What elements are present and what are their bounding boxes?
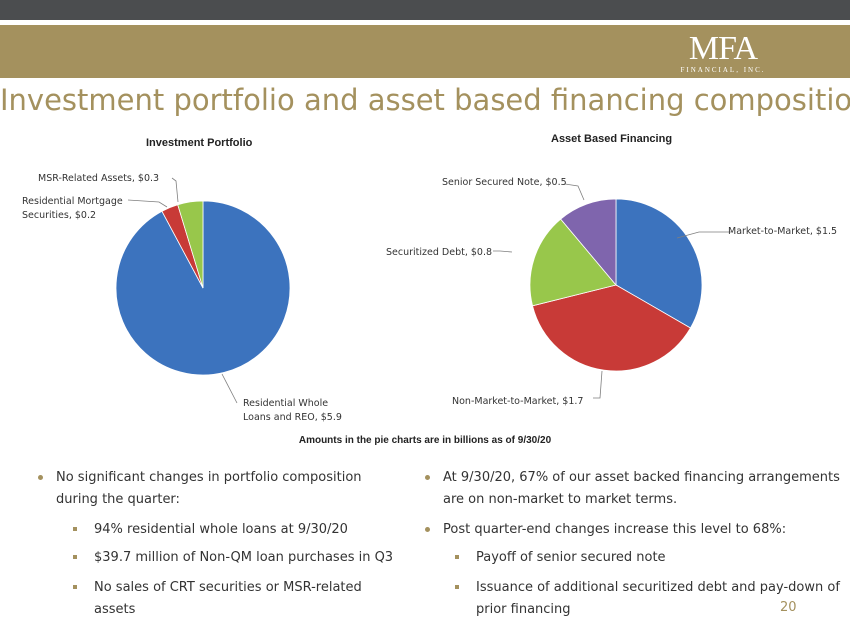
asset-based-financing-slice-3 <box>560 198 617 287</box>
page-number: 20 <box>780 600 797 615</box>
asset-based-financing-slice-1 <box>532 284 692 372</box>
label-market-to-market: Market-to-Market, $1.5 <box>728 226 838 237</box>
chart-footnote: Amounts in the pie charts are in billion… <box>298 435 552 446</box>
investment-portfolio-slice-2 <box>177 200 204 289</box>
right-sub-bullet-2-line2: prior financing <box>476 602 571 617</box>
asset-based-financing-pie <box>529 198 703 372</box>
asset-based-financing-chart-title: Asset Based Financing <box>551 133 673 145</box>
right-sub-bullet-1: Payoff of senior secured note <box>476 550 666 565</box>
label-msr-related: MSR-Related Assets, $0.3 <box>38 173 160 184</box>
left-sub-bullet-2: $39.7 million of Non-QM loan purchases i… <box>94 550 394 565</box>
leader-msr <box>171 177 179 203</box>
label-rms-line2: Securities, $0.2 <box>22 210 97 221</box>
leader-lines <box>127 177 731 404</box>
leader-sd <box>493 250 513 253</box>
left-bullet-main-line2: during the quarter: <box>56 492 180 507</box>
label-non-market-to-market: Non-Market-to-Market, $1.7 <box>452 396 584 407</box>
right-bullet-2-line1: Post quarter-end changes increase this l… <box>443 522 787 537</box>
label-rwl-line2: Loans and REO, $5.9 <box>243 412 342 423</box>
right-bullet-1-line1: At 9/30/20, 67% of our asset backed fina… <box>443 470 840 485</box>
leader-mtm <box>676 231 731 239</box>
bullet-dot <box>425 527 430 532</box>
page-title: Investment portfolio and asset based fin… <box>0 83 850 117</box>
asset-based-financing-slice-2 <box>529 218 617 307</box>
label-rwl-line1: Residential Whole <box>243 398 329 409</box>
logo-text: MFA <box>688 30 758 67</box>
investment-portfolio-pie <box>115 200 291 376</box>
logo-subtext: FINANCIAL, INC. <box>680 66 766 74</box>
left-bullet-main-line1: No significant changes in portfolio comp… <box>56 470 362 485</box>
bullet-dot <box>425 475 430 480</box>
right-bullet-1-line2: are on non-market to market terms. <box>443 492 678 507</box>
investment-portfolio-chart-title: Investment Portfolio <box>146 137 253 149</box>
top-dark-band <box>0 0 850 20</box>
left-sub-bullet-3-line1: No sales of CRT securities or MSR-relate… <box>94 580 362 595</box>
sub-bullet-marker <box>73 527 77 531</box>
header-band <box>0 25 850 78</box>
label-rms-line1: Residential Mortgage <box>22 196 123 207</box>
left-sub-bullet-1: 94% residential whole loans at 9/30/20 <box>94 522 348 537</box>
leader-ssn <box>564 183 585 201</box>
label-securitized-debt: Securitized Debt, $0.8 <box>386 247 493 258</box>
leader-rms <box>127 199 168 208</box>
right-sub-bullet-2-line1: Issuance of additional securitized debt … <box>476 580 840 595</box>
sub-bullet-marker <box>455 585 459 589</box>
leader-rwl <box>221 373 238 404</box>
sub-bullet-marker <box>73 555 77 559</box>
leader-nmtm <box>593 370 603 399</box>
asset-based-financing-slice-0 <box>615 198 703 329</box>
bullet-dot <box>38 475 43 480</box>
left-sub-bullet-3-line2: assets <box>94 602 136 617</box>
label-senior-secured-note: Senior Secured Note, $0.5 <box>442 177 567 188</box>
sub-bullet-marker <box>455 555 459 559</box>
sub-bullet-marker <box>73 585 77 589</box>
mfa-logo: MFA FINANCIAL, INC. <box>668 29 778 77</box>
